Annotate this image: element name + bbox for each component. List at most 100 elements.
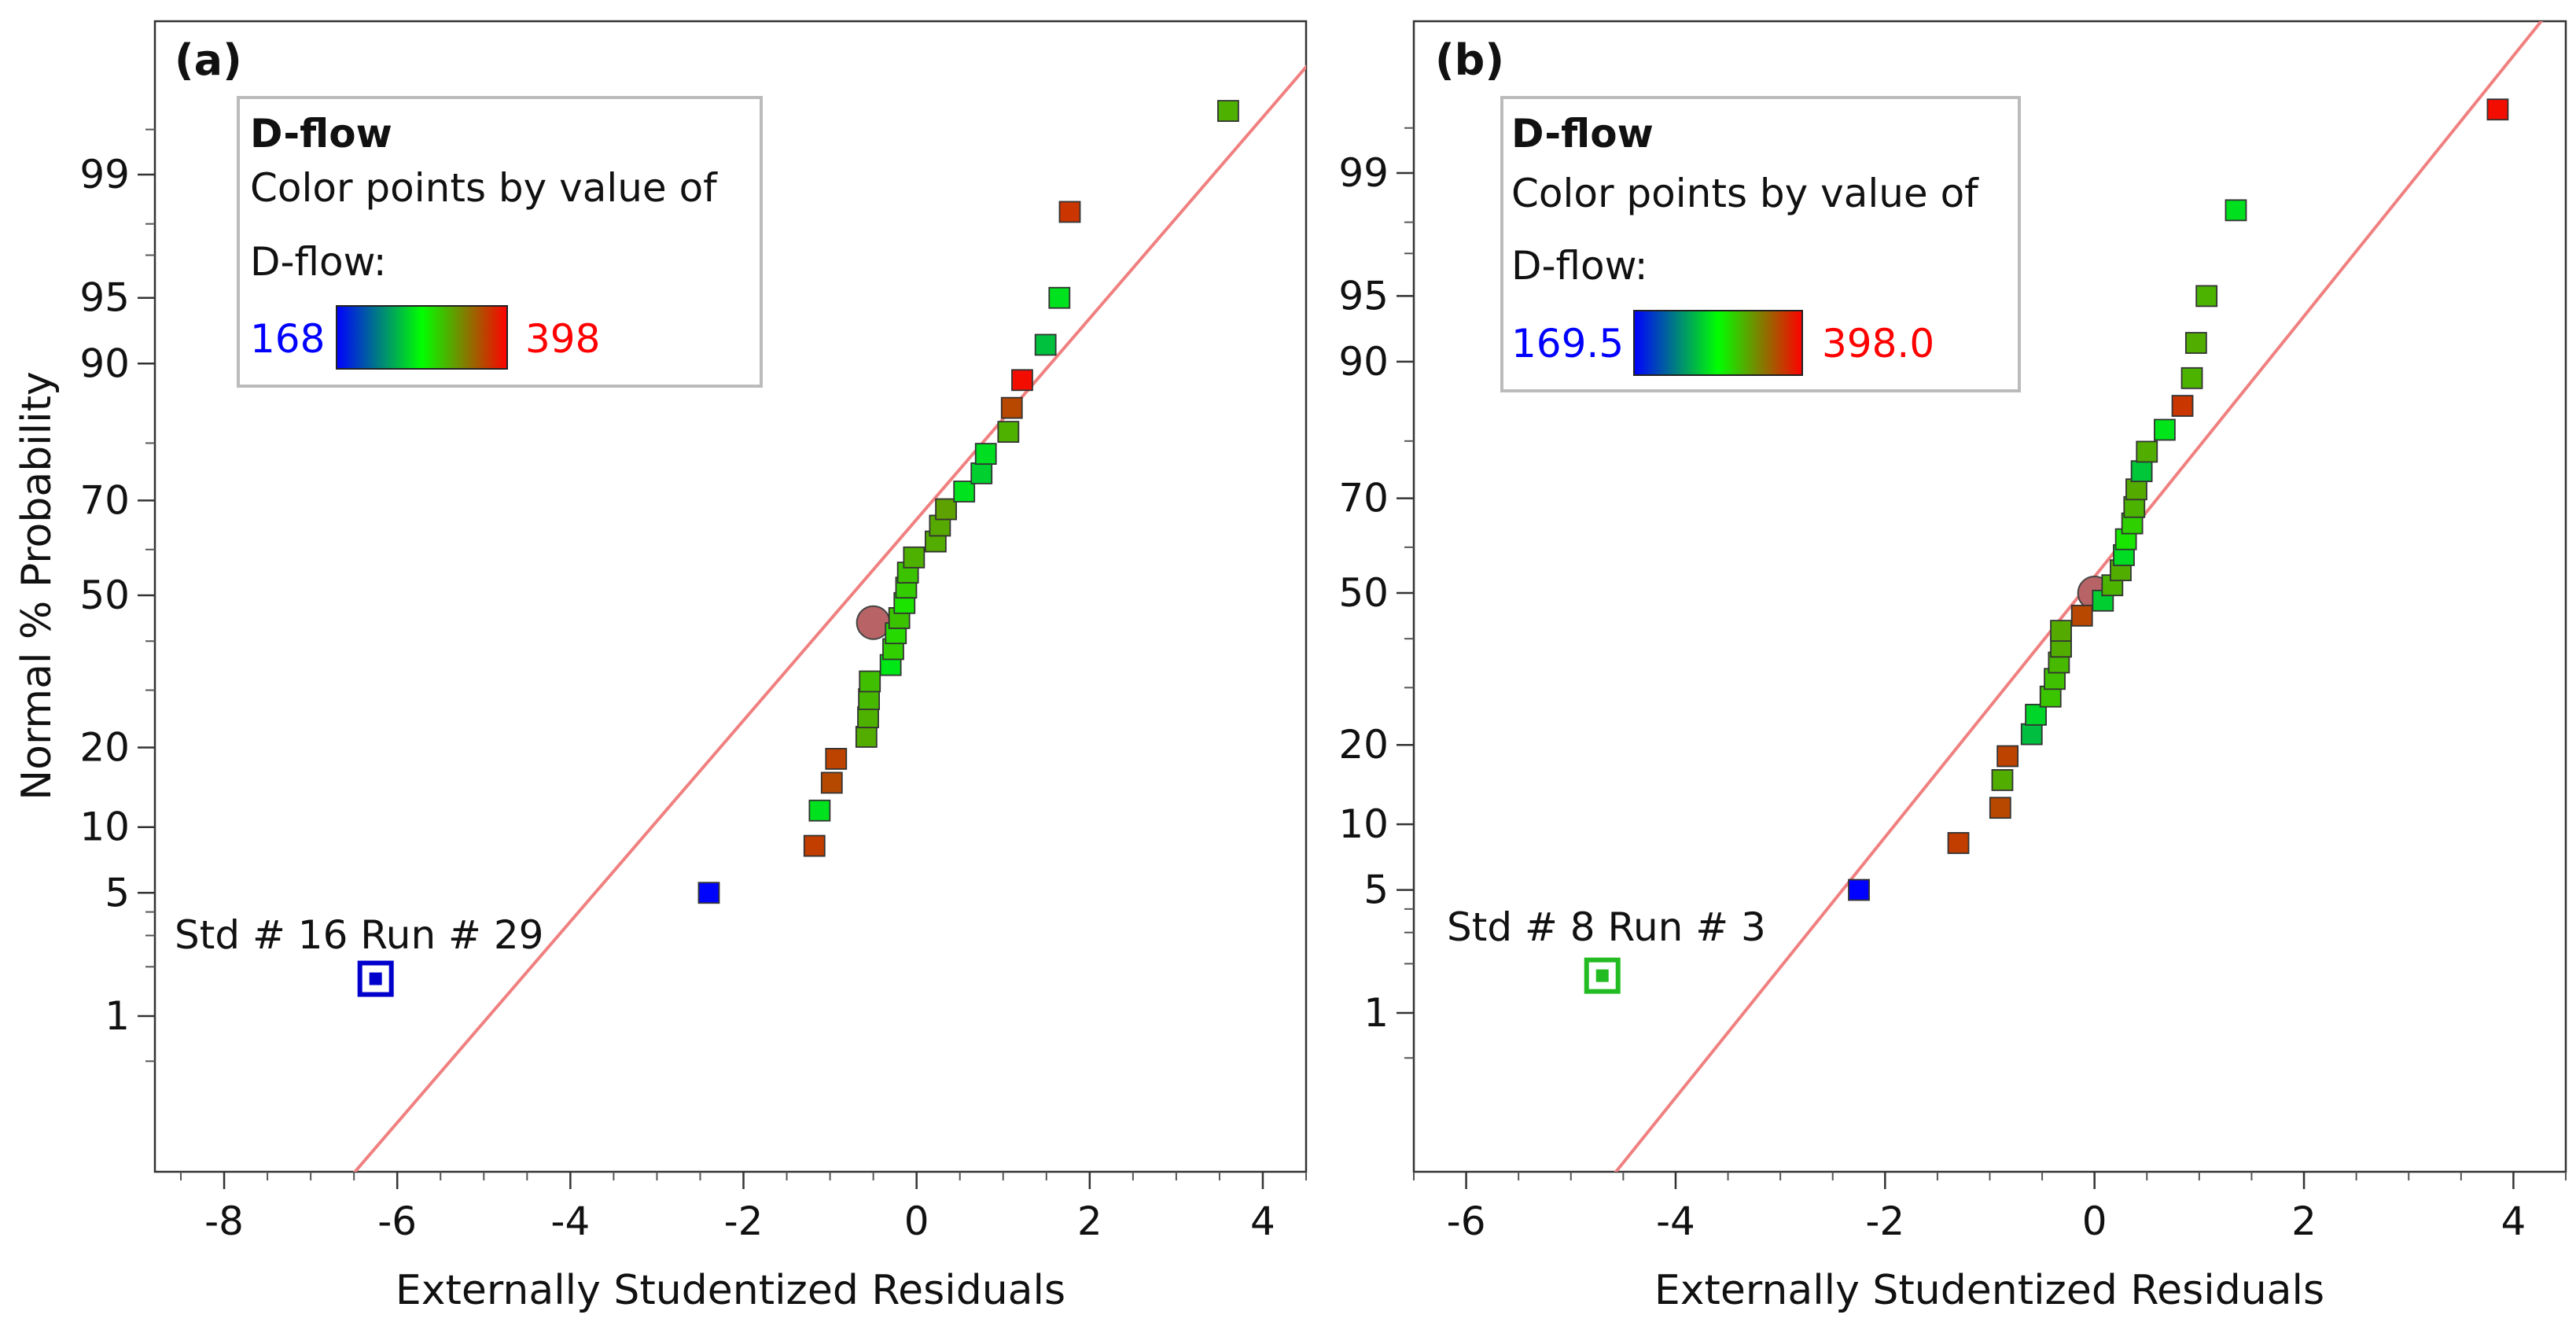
data-point (697, 882, 720, 904)
x-axis-a: -8 -6 -4 -2 0 2 4 (180, 1172, 1307, 1244)
data-point (2020, 723, 2043, 746)
data-point (2136, 440, 2158, 463)
data-point (820, 771, 843, 794)
y-tick-label: 10 (79, 805, 130, 850)
data-point (1217, 100, 1239, 122)
data-point (2171, 395, 2194, 417)
x-tick-label: 4 (1250, 1199, 1275, 1244)
data-point (859, 670, 881, 693)
y-tick-label: 99 (79, 152, 130, 197)
data-point (2225, 199, 2247, 222)
center-marker-a (856, 605, 891, 640)
y-axis-a: 1 5 10 20 50 70 90 95 99 (79, 128, 155, 1062)
data-point (1947, 832, 1970, 854)
x-axis-title-b: Externally Studentized Residuals (1654, 1267, 2324, 1314)
legend-line2-a: D-flow: (250, 239, 387, 285)
highlight-marker-a (357, 960, 394, 997)
x-tick-label: 2 (1077, 1199, 1102, 1244)
data-point (974, 443, 997, 465)
legend-line2-b: D-flow: (1511, 243, 1648, 289)
y-tick-label: 90 (1338, 339, 1389, 385)
legend-line1-a: Color points by value of (250, 165, 718, 211)
x-tick-label: 0 (904, 1199, 929, 1244)
x-axis-title-a: Externally Studentized Residuals (396, 1267, 1065, 1314)
data-point (1996, 745, 2019, 768)
panel-label-a: (a) (175, 35, 242, 85)
data-point (1058, 201, 1081, 223)
data-point (997, 421, 1020, 444)
y-tick-label: 5 (1363, 867, 1389, 913)
data-point (2195, 285, 2218, 307)
data-point (1848, 878, 1870, 901)
y-tick-label: 50 (79, 573, 130, 618)
legend-min-b: 169.5 (1511, 321, 1624, 366)
legend-max-a: 398 (525, 316, 600, 362)
data-point (2050, 620, 2072, 643)
highlight-point-core (367, 970, 384, 987)
x-tick-label: 2 (2291, 1199, 2317, 1244)
legend-a: D-flow Color points by value of D-flow: … (237, 96, 763, 388)
data-point (803, 834, 826, 857)
panel-a: -8 -6 -4 -2 0 2 4 1 5 10 20 50 70 90 95 99 (a) D-flow … (13, 20, 1308, 1314)
y-tick-label: 5 (105, 870, 130, 915)
y-axis-title: Normal % Probability (13, 371, 61, 801)
x-tick-label: -2 (724, 1199, 764, 1244)
x-tick-label: -4 (550, 1199, 590, 1244)
data-point (2184, 332, 2207, 354)
x-tick-label: -4 (1656, 1199, 1695, 1244)
data-point (857, 706, 879, 729)
panel-b: -6 -4 -2 0 2 4 1 5 10 20 50 70 90 95 99 (b) D-flow Co… (1338, 20, 2567, 1314)
legend-box-b (1500, 96, 2021, 392)
data-point (935, 498, 957, 521)
y-tick-label: 95 (1338, 273, 1389, 319)
x-tick-label: -2 (1865, 1199, 1904, 1244)
y-tick-label: 70 (79, 477, 130, 523)
y-tick-label: 20 (1338, 722, 1389, 768)
y-tick-label: 99 (1338, 150, 1389, 196)
data-point (1989, 797, 2011, 819)
y-tick-label: 10 (1338, 801, 1389, 847)
y-tick-label: 95 (79, 275, 130, 321)
x-tick-label: -8 (204, 1199, 244, 1244)
y-tick-label: 90 (79, 341, 130, 386)
data-points-a (357, 100, 1239, 997)
data-point (1991, 769, 2014, 791)
highlight-marker-b (1584, 957, 1621, 994)
data-point (825, 747, 848, 770)
data-point (2180, 366, 2203, 389)
data-point (953, 481, 976, 503)
outlier-annotation-a: Std # 16 Run # 29 (175, 912, 543, 958)
reference-line-a (352, 64, 1306, 1172)
legend-max-b: 398.0 (1822, 321, 1934, 366)
data-point (2154, 418, 2176, 441)
legend-title-a: D-flow (250, 111, 392, 156)
x-tick-label: 4 (2501, 1199, 2526, 1244)
data-point (1034, 333, 1057, 356)
colorbar-a (336, 305, 508, 370)
x-axis-b: -6 -4 -2 0 2 4 (1413, 1172, 2567, 1244)
y-tick-label: 70 (1338, 476, 1389, 521)
panel-label-b: (b) (1435, 35, 1504, 85)
data-point (1048, 286, 1071, 309)
legend-b: D-flow Color points by value of D-flow: … (1500, 96, 2021, 392)
data-point (970, 462, 993, 484)
data-point (2130, 460, 2153, 483)
y-tick-label: 50 (1338, 570, 1389, 616)
highlight-point-core (1594, 967, 1610, 984)
x-tick-label: -6 (377, 1199, 417, 1244)
outlier-annotation-b: Std # 8 Run # 3 (1447, 904, 1766, 950)
data-points-b (1584, 98, 2509, 994)
data-point (855, 726, 878, 748)
data-point (2125, 478, 2147, 501)
x-tick-label: 0 (2082, 1199, 2107, 1244)
legend-title-b: D-flow (1511, 111, 1654, 156)
data-point (808, 799, 831, 822)
x-tick-label: -6 (1447, 1199, 1486, 1244)
data-point (2025, 703, 2048, 726)
legend-min-a: 168 (250, 316, 325, 362)
y-axis-b: 1 5 10 20 50 70 90 95 99 (1338, 127, 1414, 1059)
y-tick-label: 1 (1363, 990, 1389, 1036)
data-point (1000, 396, 1023, 419)
data-point (2070, 604, 2093, 627)
